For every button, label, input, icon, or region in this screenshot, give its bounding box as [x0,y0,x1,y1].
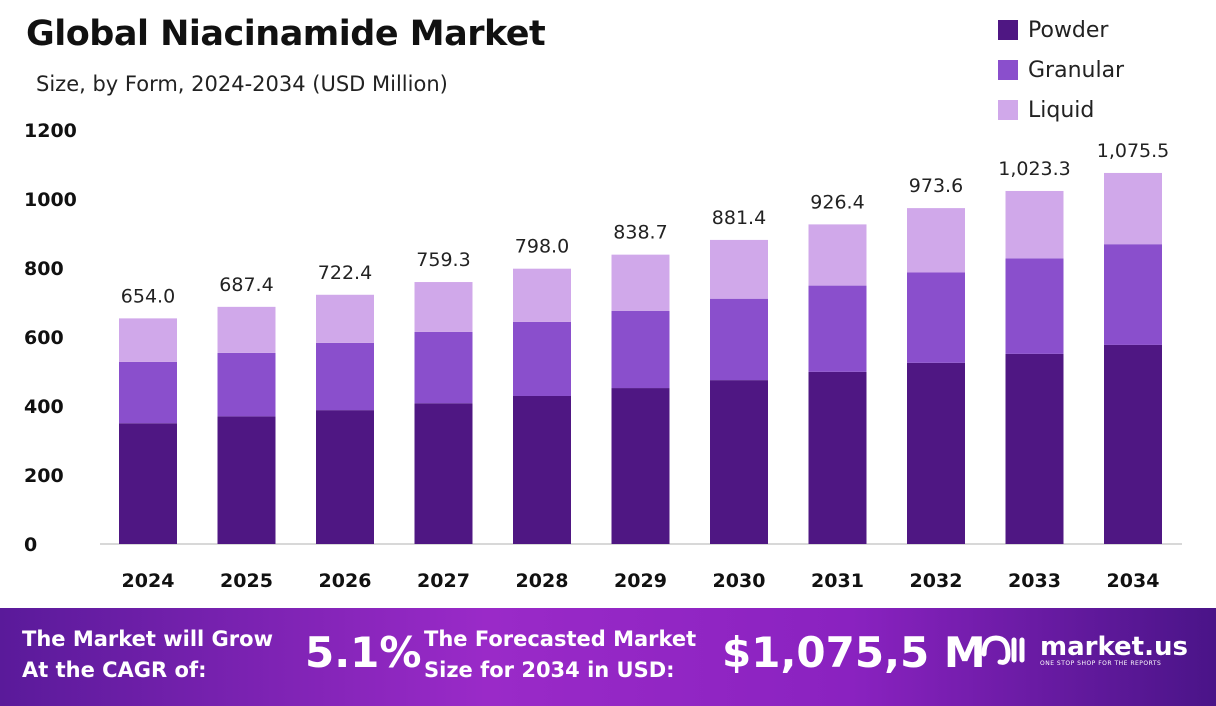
cagr-label: The Market will Grow At the CAGR of: [22,624,273,686]
y-tick-label: 1200 [24,120,77,142]
total-data-label: 1,075.5 [1097,140,1170,162]
logo-text: market.us [1040,631,1188,662]
x-tick-label: 2032 [910,570,963,592]
bar-segment-powder [316,410,374,544]
bar-segment-powder [1005,353,1064,544]
bar-segment-powder [611,388,670,544]
total-data-label: 722.4 [318,262,372,284]
y-tick-label: 400 [24,396,64,418]
bar-segment-powder [907,362,965,544]
y-tick-label: 1000 [24,189,77,211]
total-data-label: 687.4 [219,274,273,296]
total-data-label: 926.4 [810,191,864,213]
total-data-label: 881.4 [712,207,766,229]
chart-title: Global Niacinamide Market [26,14,546,54]
bar-segment-granular [1005,258,1064,354]
bar-segment-powder [710,380,768,544]
bar-segment-granular [907,272,965,363]
bar-segment-granular [808,285,867,372]
y-tick-label: 800 [24,258,64,280]
cagr-label-line: At the CAGR of: [22,658,207,682]
x-tick-label: 2034 [1107,570,1160,592]
forecast-value: $1,075,5 M [722,628,986,677]
x-tick-label: 2026 [319,570,372,592]
bar-segment-liquid [1104,172,1162,245]
bar-segment-granular [414,331,473,404]
legend-label: Granular [1028,57,1125,83]
y-tick-label: 0 [24,534,37,556]
bar-segment-granular [1104,244,1162,345]
y-tick-label: 600 [24,327,64,349]
bar-segment-powder [808,371,867,544]
legend-swatch [998,20,1018,40]
bar-segment-liquid [316,294,374,343]
total-data-label: 838.7 [613,222,667,244]
total-data-label: 759.3 [416,249,470,271]
bar-segment-liquid [907,208,965,273]
total-data-label: 973.6 [909,175,963,197]
legend-item-granular: Granular [998,50,1124,90]
bar-segment-powder [119,423,177,544]
legend-item-liquid: Liquid [998,90,1124,130]
x-tick-label: 2029 [614,570,667,592]
forecast-label: The Forecasted Market Size for 2034 in U… [424,624,696,686]
total-data-label: 1,023.3 [998,158,1071,180]
bar-segment-liquid [513,268,571,322]
bar-segment-granular [119,361,177,424]
stacked-bar-chart: 0 200 400 600 800 1000 1200 654.0 2024 687.4 2025 7… [24,120,1182,592]
total-data-label: 798.0 [515,236,569,258]
bar-segment-liquid [414,282,473,332]
bar-segment-liquid [1005,190,1064,259]
legend: Powder Granular Liquid [998,10,1124,130]
bar-segment-powder [414,403,473,544]
legend-swatch [998,100,1018,120]
bar-segment-liquid [217,306,276,353]
x-tick-label: 2025 [220,570,273,592]
x-tick-label: 2028 [516,570,569,592]
cagr-label-line: The Market will Grow [22,627,273,651]
legend-label: Liquid [1028,97,1095,123]
bar-segment-powder [1104,344,1162,544]
bar-segment-liquid [119,318,177,362]
bar-segment-granular [611,310,670,389]
cagr-value: 5.1% [305,628,422,677]
y-tick-label: 200 [24,465,64,487]
chart-subtitle: Size, by Form, 2024-2034 (USD Million) [36,72,448,96]
logo-icon [981,635,1025,665]
x-tick-label: 2027 [417,570,470,592]
bar-segment-granular [513,321,571,396]
legend-swatch [998,60,1018,80]
x-tick-label: 2031 [811,570,864,592]
forecast-label-line: The Forecasted Market [424,627,697,651]
bar-segment-granular [710,298,768,381]
forecast-label-line: Size for 2034 in USD: [424,658,675,682]
bar-segment-powder [217,416,276,544]
legend-item-powder: Powder [998,10,1124,50]
bar-segment-liquid [808,224,867,286]
bar-segment-liquid [611,254,670,311]
legend-label: Powder [1028,17,1109,43]
bar-segment-granular [316,342,374,411]
summary-banner: The Market will Grow At the CAGR of: 5.1… [0,608,1216,706]
x-tick-label: 2033 [1008,570,1061,592]
bar-segment-powder [513,395,571,544]
x-tick-label: 2024 [122,570,175,592]
total-data-label: 654.0 [121,285,175,307]
market-us-logo: market.us ONE STOP SHOP FOR THE REPORTS [980,632,1188,668]
bar-segment-liquid [710,239,768,299]
x-tick-label: 2030 [713,570,766,592]
bar-segment-granular [217,352,276,417]
logo-tagline: ONE STOP SHOP FOR THE REPORTS [1040,659,1162,667]
